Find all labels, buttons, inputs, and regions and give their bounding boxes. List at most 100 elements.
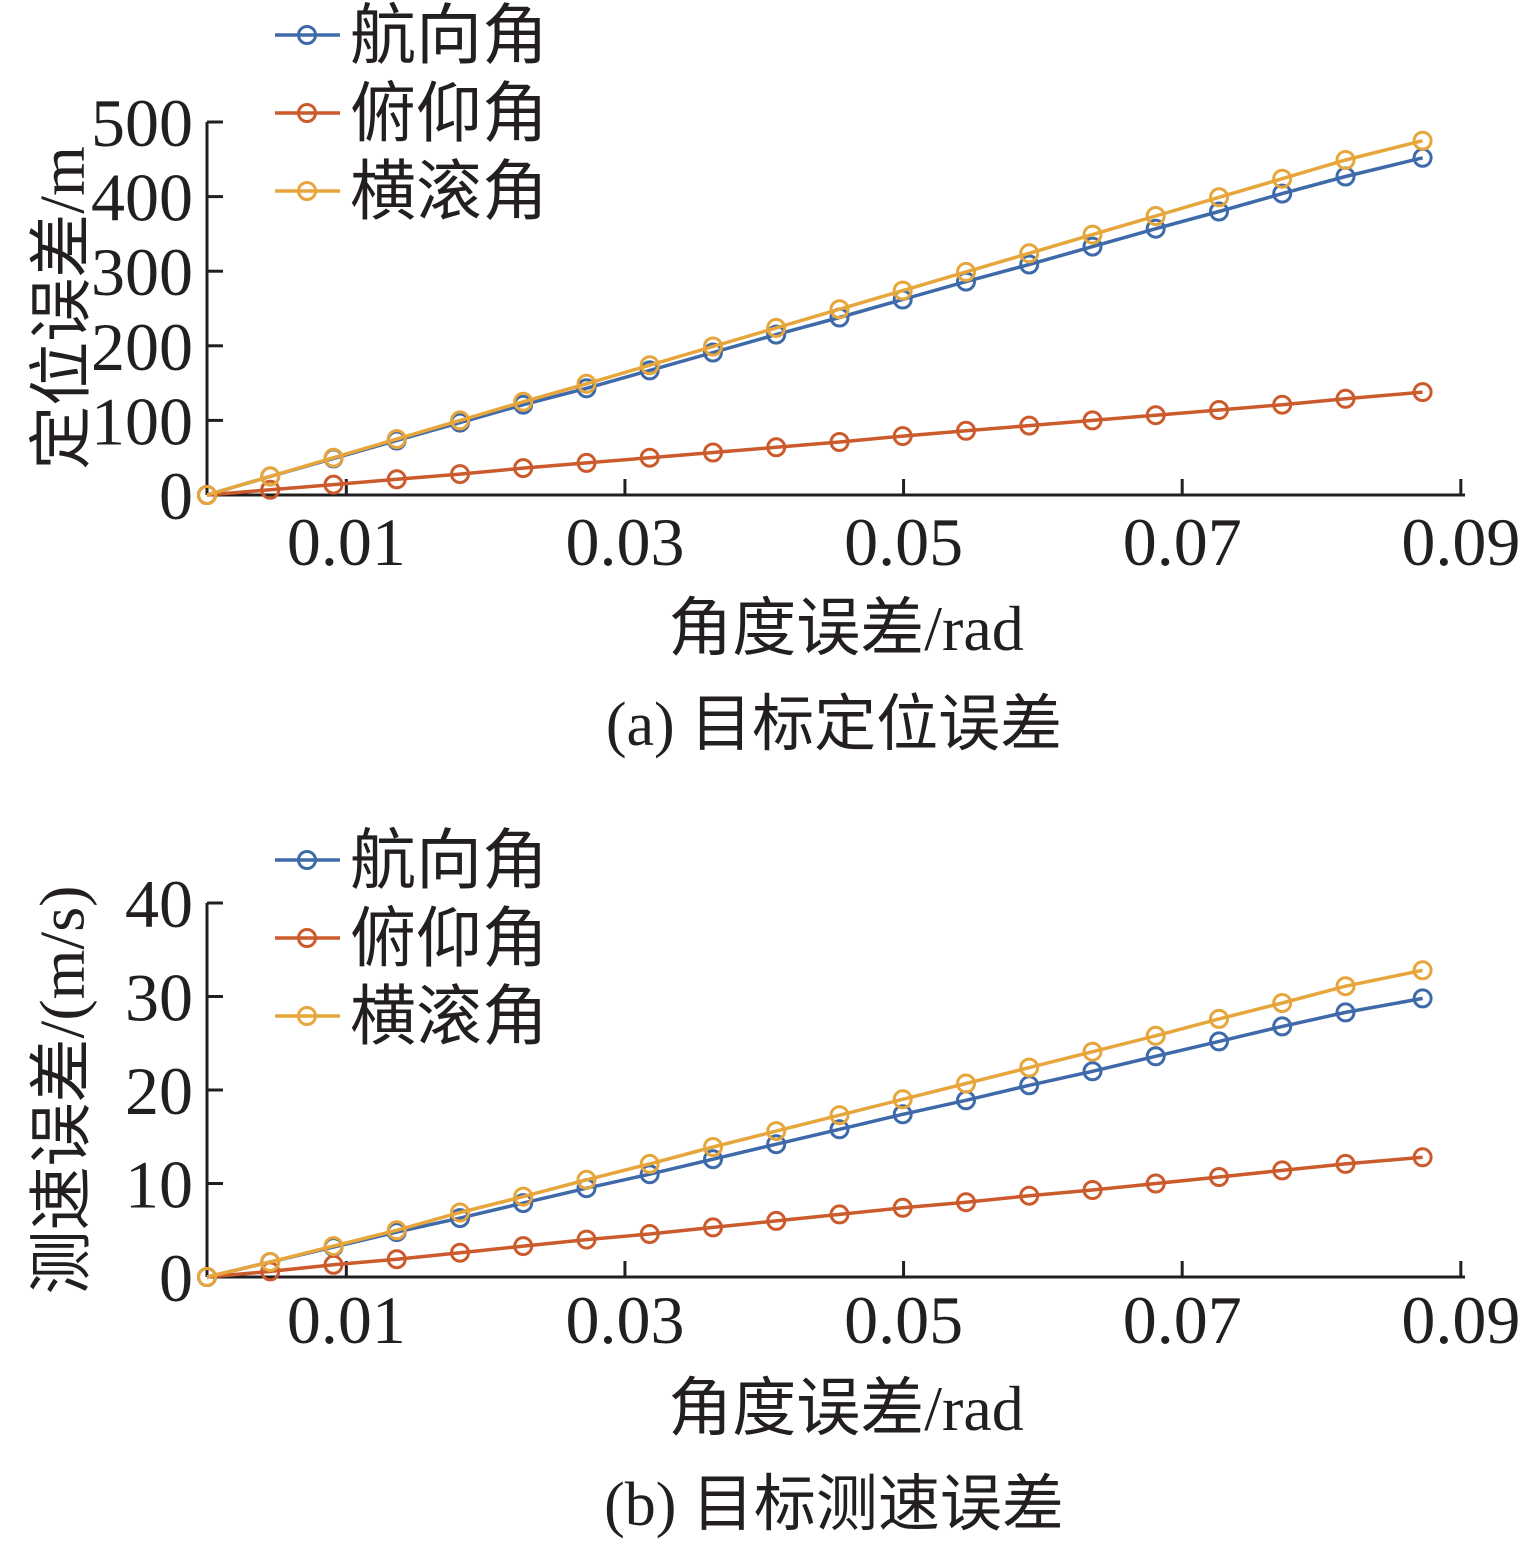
data-point bbox=[1272, 1160, 1293, 1181]
data-point bbox=[1412, 1147, 1433, 1168]
legend-marker bbox=[297, 928, 317, 948]
series-line bbox=[206, 390, 1423, 497]
legend-marker bbox=[297, 25, 317, 45]
data-point bbox=[1019, 415, 1040, 436]
data-point bbox=[576, 373, 597, 394]
data-point bbox=[323, 474, 344, 495]
legend-item: 航向角 bbox=[275, 825, 548, 898]
panel-caption: (b) 目标测速误差 bbox=[604, 1471, 1064, 1539]
data-point bbox=[1019, 1185, 1040, 1206]
data-point bbox=[829, 432, 850, 452]
data-point bbox=[1145, 405, 1166, 426]
data-point bbox=[1019, 243, 1040, 264]
data-point bbox=[513, 391, 534, 412]
y-tick-label: 0 bbox=[159, 458, 193, 534]
data-point bbox=[1335, 976, 1356, 997]
data-point bbox=[1145, 1173, 1166, 1194]
data-point bbox=[956, 420, 976, 441]
legend-label: 航向角 bbox=[350, 0, 548, 73]
data-point bbox=[1272, 993, 1293, 1013]
series-横滚角 bbox=[197, 960, 1433, 1287]
legend-item: 横滚角 bbox=[275, 156, 548, 229]
data-point bbox=[513, 1186, 534, 1207]
data-point bbox=[1335, 150, 1356, 170]
data-point bbox=[576, 452, 597, 473]
data-point bbox=[576, 1229, 597, 1250]
data-point bbox=[766, 1210, 787, 1231]
data-point bbox=[1209, 1031, 1229, 1052]
data-point bbox=[386, 1220, 407, 1241]
legend-label: 俯仰角 bbox=[350, 78, 548, 151]
data-point bbox=[956, 261, 976, 282]
data-point bbox=[956, 1073, 976, 1094]
data-point bbox=[197, 485, 217, 505]
data-point bbox=[1082, 1061, 1103, 1082]
x-tick-label: 0.09 bbox=[1401, 1282, 1520, 1358]
x-tick-label: 0.07 bbox=[1123, 504, 1242, 580]
legend-marker bbox=[297, 850, 317, 870]
y-tick-label: 100 bbox=[91, 383, 193, 459]
data-point bbox=[1272, 1016, 1293, 1037]
x-tick-label: 0.01 bbox=[287, 504, 406, 580]
data-point bbox=[1145, 1046, 1166, 1067]
y-tick-label: 0 bbox=[159, 1240, 193, 1316]
data-point bbox=[386, 1249, 407, 1270]
data-point bbox=[1145, 218, 1166, 239]
legend-label: 航向角 bbox=[350, 825, 548, 898]
data-point bbox=[1082, 1180, 1103, 1200]
data-point bbox=[639, 355, 660, 376]
series-line bbox=[206, 139, 1424, 497]
data-point bbox=[1335, 1002, 1356, 1023]
data-point bbox=[703, 336, 723, 357]
data-point bbox=[829, 1105, 850, 1126]
data-point bbox=[703, 1217, 723, 1238]
data-point bbox=[1412, 988, 1433, 1009]
x-tick-label: 0.05 bbox=[844, 1282, 963, 1358]
data-point bbox=[703, 442, 723, 463]
data-point bbox=[766, 1134, 787, 1155]
chart-panel-b: 0 10 20 30 40 0.01 0.03 0.05 0.07 0.09 角度误差/rad 测速误… bbox=[27, 825, 1521, 1539]
y-tick-label: 10 bbox=[125, 1147, 193, 1223]
legend-marker bbox=[297, 103, 317, 123]
data-point bbox=[1335, 388, 1356, 409]
legend-item: 航向角 bbox=[275, 0, 548, 73]
data-point bbox=[639, 447, 660, 468]
data-point bbox=[703, 1137, 723, 1157]
data-point bbox=[386, 469, 407, 490]
data-point bbox=[1082, 1041, 1103, 1062]
data-point bbox=[1082, 236, 1103, 257]
data-point bbox=[892, 1104, 913, 1125]
x-axis-label: 角度误差/rad bbox=[668, 1373, 1024, 1444]
data-point bbox=[450, 464, 470, 485]
y-tick-label: 400 bbox=[91, 160, 193, 236]
data-point bbox=[1082, 224, 1103, 245]
x-tick-label: 0.07 bbox=[1123, 1282, 1242, 1358]
y-tick-label: 300 bbox=[91, 234, 193, 310]
legend-label: 横滚角 bbox=[350, 981, 548, 1054]
data-point bbox=[450, 1202, 470, 1223]
data-point bbox=[892, 1197, 913, 1218]
legend-item: 俯仰角 bbox=[275, 78, 548, 151]
data-point bbox=[829, 1119, 850, 1140]
x-tick-label: 0.03 bbox=[565, 1282, 684, 1358]
y-tick-label: 500 bbox=[91, 85, 193, 161]
data-point bbox=[513, 458, 534, 479]
legend-label: 横滚角 bbox=[350, 156, 548, 229]
x-tick-label: 0.01 bbox=[287, 1282, 406, 1358]
data-point bbox=[1209, 187, 1229, 208]
data-point bbox=[323, 1236, 344, 1257]
data-point bbox=[703, 342, 723, 363]
legend-marker bbox=[297, 1006, 317, 1026]
data-point bbox=[703, 1149, 723, 1170]
data-point bbox=[450, 1242, 470, 1263]
x-tick-label: 0.03 bbox=[565, 504, 684, 580]
data-point bbox=[260, 479, 281, 500]
series-俯仰角 bbox=[197, 1147, 1433, 1287]
data-point bbox=[260, 466, 281, 487]
data-point bbox=[1272, 394, 1293, 415]
data-point bbox=[1209, 201, 1229, 222]
data-point bbox=[1082, 410, 1103, 431]
data-point bbox=[323, 1254, 344, 1275]
y-tick-label: 40 bbox=[125, 866, 193, 942]
